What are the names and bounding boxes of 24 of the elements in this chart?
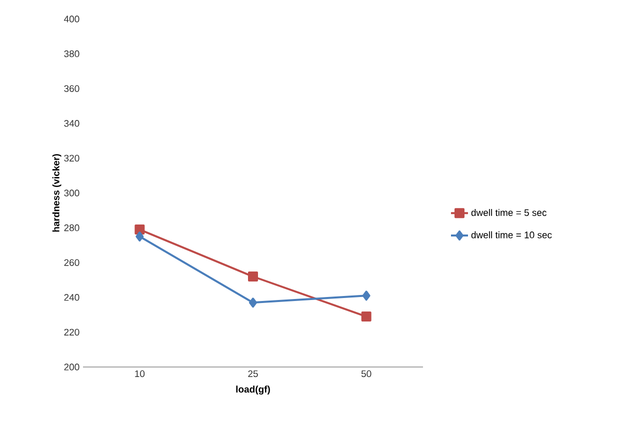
point [248, 272, 258, 282]
y-tick-label: 400 [64, 16, 80, 22]
point [134, 224, 145, 235]
y-tick-label: 240 [64, 294, 80, 301]
y-tick-label: 340 [64, 120, 80, 127]
point [362, 290, 370, 301]
y-tick-label: 320 [64, 154, 80, 162]
legend-label: dwell time = 10 sec [471, 231, 552, 238]
y-tick-label: 280 [64, 224, 80, 232]
point [249, 298, 257, 308]
x-tick-label: 25 [248, 370, 258, 378]
x-axis-title: load(gf) [236, 386, 270, 395]
legend-label: dwell time = 5 sec [471, 209, 546, 216]
y-tick-label: 200 [64, 364, 80, 370]
y-axis-title: hardness (vicker) [52, 154, 62, 232]
x-tick-label: 10 [135, 370, 145, 378]
point [136, 231, 144, 242]
y-tick-label: 260 [64, 259, 80, 266]
y-tick-label: 300 [64, 190, 80, 196]
y-tick-label: 360 [64, 85, 80, 92]
y-tick-label: 220 [64, 328, 80, 336]
x-tick-label: 50 [361, 370, 372, 378]
point [361, 312, 372, 322]
y-tick-label: 380 [64, 50, 80, 58]
